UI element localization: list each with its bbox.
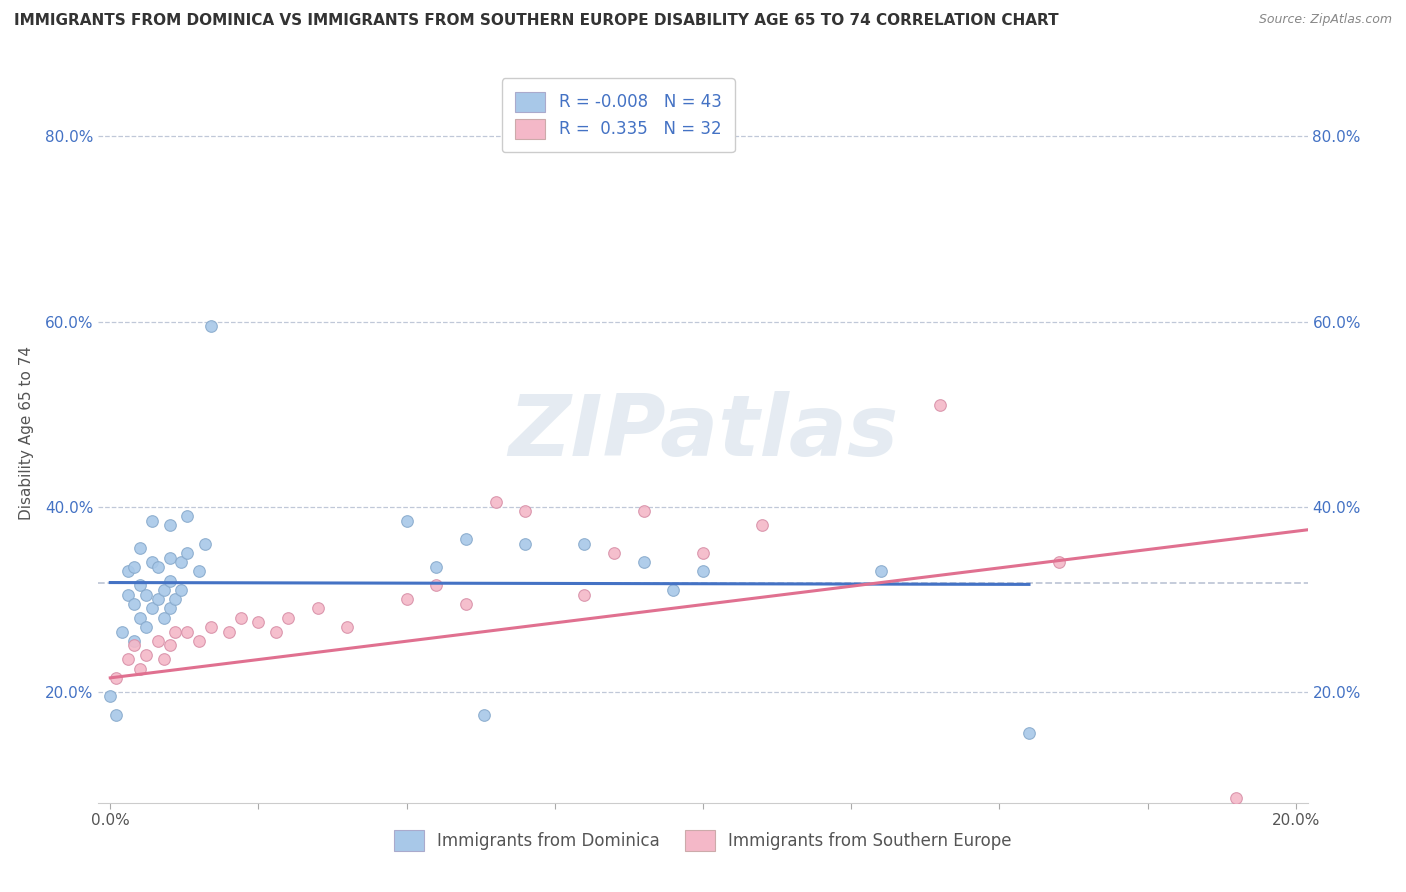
Point	[170, 555, 193, 569]
Point	[454, 597, 477, 611]
Point	[165, 592, 187, 607]
Point	[264, 624, 287, 639]
Point	[229, 610, 252, 624]
Point	[194, 536, 217, 550]
Point	[472, 707, 495, 722]
Point	[165, 624, 187, 639]
Point	[633, 555, 655, 569]
Point	[152, 610, 174, 624]
Point	[105, 671, 128, 685]
Point	[159, 639, 181, 653]
Point	[425, 559, 447, 574]
Point	[117, 652, 139, 666]
Point	[751, 518, 773, 533]
Point	[574, 536, 596, 550]
Text: IMMIGRANTS FROM DOMINICA VS IMMIGRANTS FROM SOUTHERN EUROPE DISABILITY AGE 65 TO: IMMIGRANTS FROM DOMINICA VS IMMIGRANTS F…	[14, 13, 1059, 29]
Point	[603, 546, 626, 560]
Point	[111, 624, 134, 639]
Point	[336, 620, 359, 634]
Point	[122, 597, 145, 611]
Point	[146, 559, 169, 574]
Point	[395, 592, 418, 607]
Point	[117, 565, 139, 579]
Point	[176, 624, 198, 639]
Legend: Immigrants from Dominica, Immigrants from Southern Europe: Immigrants from Dominica, Immigrants fro…	[388, 823, 1018, 857]
Text: Source: ZipAtlas.com: Source: ZipAtlas.com	[1258, 13, 1392, 27]
Point	[122, 633, 145, 648]
Point	[135, 648, 157, 662]
Point	[515, 504, 537, 518]
Point	[929, 398, 952, 412]
Y-axis label: Disability Age 65 to 74: Disability Age 65 to 74	[18, 345, 34, 520]
Point	[307, 601, 329, 615]
Point	[200, 319, 222, 334]
Point	[692, 565, 714, 579]
Point	[484, 495, 506, 509]
Point	[188, 565, 211, 579]
Point	[869, 565, 891, 579]
Point	[662, 582, 685, 597]
Point	[1225, 791, 1247, 805]
Point	[98, 690, 121, 704]
Point	[146, 633, 169, 648]
Point	[159, 550, 181, 565]
Point	[146, 592, 169, 607]
Point	[122, 559, 145, 574]
Point	[247, 615, 270, 630]
Point	[188, 633, 211, 648]
Text: ZIPatlas: ZIPatlas	[508, 391, 898, 475]
Point	[129, 610, 152, 624]
Point	[105, 707, 128, 722]
Point	[454, 532, 477, 546]
Point	[1047, 555, 1070, 569]
Point	[159, 518, 181, 533]
Point	[574, 588, 596, 602]
Point	[129, 578, 152, 592]
Point	[135, 588, 157, 602]
Point	[129, 662, 152, 676]
Point	[170, 582, 193, 597]
Point	[159, 574, 181, 588]
Point	[152, 652, 174, 666]
Point	[515, 536, 537, 550]
Point	[176, 546, 198, 560]
Point	[218, 624, 240, 639]
Point	[152, 582, 174, 597]
Point	[141, 514, 163, 528]
Point	[122, 639, 145, 653]
Point	[135, 620, 157, 634]
Point	[141, 555, 163, 569]
Point	[141, 601, 163, 615]
Point	[159, 601, 181, 615]
Point	[633, 504, 655, 518]
Point	[395, 514, 418, 528]
Point	[425, 578, 447, 592]
Point	[1018, 726, 1040, 740]
Point	[117, 588, 139, 602]
Point	[200, 620, 222, 634]
Point	[277, 610, 299, 624]
Point	[692, 546, 714, 560]
Point	[129, 541, 152, 556]
Point	[176, 508, 198, 523]
